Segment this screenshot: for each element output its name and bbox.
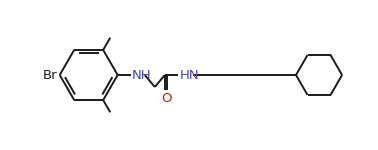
Text: HN: HN [179,69,199,81]
Text: Br: Br [42,69,57,81]
Text: NH: NH [132,69,152,81]
Text: O: O [161,92,171,105]
